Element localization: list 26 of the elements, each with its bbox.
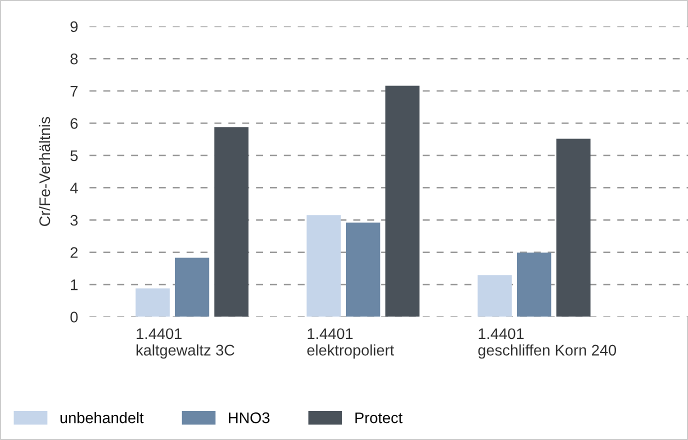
y-tick-label: 1: [71, 280, 78, 290]
y-tick-label: 8: [70, 54, 78, 64]
y-tick-label: 9: [70, 21, 78, 32]
bar: [174, 258, 210, 317]
y-tick-label: 7: [70, 86, 78, 96]
legend-label: unbehandelt: [60, 412, 144, 424]
y-axis-title: Cr/Fe-Verhältnis: [38, 116, 50, 226]
legend-label: HNO3: [228, 412, 270, 424]
x-tick-label: 1.4401 elektropoliert: [307, 328, 394, 359]
y-tick-label: 3: [70, 214, 78, 226]
bar: [346, 222, 380, 317]
bar: [478, 275, 512, 317]
bar: [136, 288, 170, 317]
y-tick-label: 2: [70, 247, 78, 258]
y-tick-label: 5: [70, 150, 78, 162]
y-tick-label: 0: [70, 312, 78, 322]
y-tick-label: 6: [70, 118, 78, 129]
y-tick-label: 4: [70, 182, 78, 194]
legend-label: Protect: [355, 412, 402, 424]
bar: [306, 215, 341, 317]
x-tick-label: 1.4401 geschliffen Korn 240: [478, 328, 616, 359]
bar: [516, 252, 552, 317]
x-tick-label: 1.4401 kaltgewaltz 3C: [136, 328, 234, 359]
bar: [214, 127, 248, 317]
bar: [385, 86, 420, 317]
bar: [556, 138, 591, 317]
